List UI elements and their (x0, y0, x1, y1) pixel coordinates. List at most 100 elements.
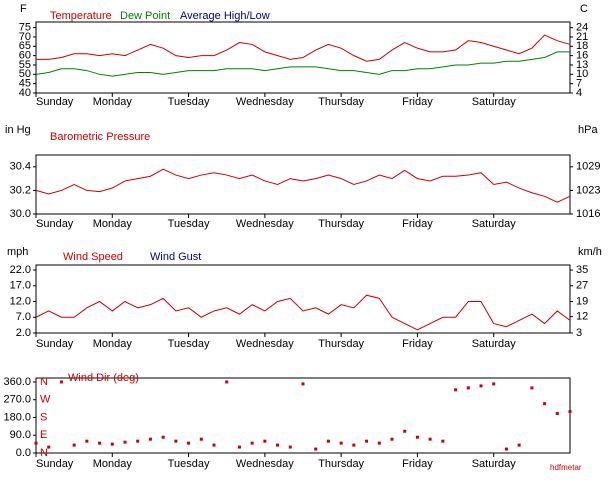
y-tick-label: 65 (19, 40, 31, 52)
plot-frame (35, 377, 571, 454)
x-tick-label: Saturday (472, 458, 517, 470)
data-point (504, 447, 508, 451)
data-point (187, 441, 191, 445)
y-tick-label: 0.0 (16, 447, 31, 459)
data-point (428, 437, 432, 441)
data-point (161, 435, 165, 439)
x-tick-label: Monday (93, 458, 133, 470)
y2-tick-label: 10 (576, 68, 588, 80)
legend-entry: Dew Point (120, 10, 170, 22)
data-point (136, 439, 140, 443)
x-tick-label: Tuesday (168, 338, 210, 350)
y-tick-label: 50 (19, 68, 31, 80)
data-point (403, 429, 407, 433)
data-point (85, 439, 89, 443)
y2-tick-label: 1016 (576, 208, 600, 220)
x-tick-label: Monday (93, 218, 133, 230)
plot-frame (35, 264, 571, 334)
data-point (110, 442, 114, 446)
data-point (415, 435, 419, 439)
y2-tick-label: 24 (576, 22, 588, 34)
data-point (454, 388, 458, 392)
legend-entry: Average High/Low (180, 10, 270, 22)
x-tick-label: Friday (402, 458, 433, 470)
data-point (34, 441, 38, 445)
data-point (148, 437, 152, 441)
x-tick-label: Monday (93, 338, 133, 350)
series-line (35, 168, 571, 203)
y-tick-label: 22.0 (10, 264, 31, 276)
plot-frame (35, 154, 571, 215)
legend-entry: Wind Speed (63, 251, 123, 263)
y2-tick-label: 16 (576, 50, 588, 62)
x-tick-label: Wednesday (236, 458, 294, 470)
x-tick-label: Sunday (36, 338, 74, 350)
data-point (517, 443, 521, 447)
y-axis-unit: mph (7, 246, 28, 258)
y-tick-label: 60 (19, 50, 31, 62)
y-tick-label: 30.0 (10, 208, 31, 220)
y2-tick-label: 13 (576, 59, 588, 71)
series-line (36, 34, 571, 62)
y-tick-label: 70 (19, 31, 31, 43)
compass-tick-label: W (40, 394, 51, 406)
data-point (326, 439, 330, 443)
y2-tick-label: 21 (576, 31, 588, 43)
data-point (568, 410, 572, 414)
x-tick-label: Thursday (318, 96, 364, 108)
chart-title: Wind Dir (deg) (68, 372, 139, 384)
data-point (174, 439, 178, 443)
plot-frame (35, 21, 571, 94)
y-tick-label: 2.0 (16, 327, 31, 339)
legend-entry: Temperature (50, 10, 112, 22)
data-point (543, 402, 547, 406)
x-tick-label: Tuesday (168, 458, 210, 470)
x-tick-label: Saturday (472, 338, 517, 350)
y-axis-unit: in Hg (5, 124, 31, 136)
y-tick-label: 75 (19, 22, 31, 34)
x-tick-label: Wednesday (236, 338, 294, 350)
x-tick-label: Friday (402, 338, 433, 350)
data-point (199, 437, 203, 441)
y2-tick-label: 4 (576, 87, 582, 99)
x-tick-label: Friday (402, 218, 433, 230)
y-tick-label: 45 (19, 78, 31, 90)
y2-tick-label: 3 (576, 327, 582, 339)
y2-axis-unit: C (580, 3, 588, 15)
x-tick-label: Saturday (472, 218, 517, 230)
x-tick-label: Sunday (36, 218, 74, 230)
data-point (352, 443, 356, 447)
x-tick-label: Saturday (472, 96, 517, 108)
data-point (530, 386, 534, 390)
chart-title: Barometric Pressure (50, 131, 150, 143)
y2-tick-label: 1023 (576, 184, 600, 196)
series-line (35, 294, 571, 331)
x-tick-label: Thursday (318, 218, 364, 230)
data-point (237, 445, 241, 449)
data-point (365, 439, 369, 443)
y2-tick-label: 7 (576, 78, 582, 90)
x-tick-label: Sunday (36, 458, 74, 470)
data-point (59, 380, 63, 384)
y2-tick-label: 18 (576, 40, 588, 52)
data-point (377, 441, 381, 445)
data-point (72, 443, 76, 447)
x-tick-label: Monday (93, 96, 133, 108)
y-tick-label: 360.0 (3, 376, 31, 388)
data-point (276, 443, 280, 447)
y-tick-label: 180.0 (3, 411, 31, 423)
y-tick-label: 90.0 (10, 429, 31, 441)
data-point (123, 440, 127, 444)
y-tick-label: 30.4 (10, 161, 31, 173)
y2-axis-unit: km/h (578, 246, 602, 258)
data-point (263, 439, 267, 443)
x-tick-label: Tuesday (168, 218, 210, 230)
y2-tick-label: 27 (576, 280, 588, 292)
series-line (35, 51, 570, 77)
y2-tick-label: 35 (576, 264, 588, 276)
compass-tick-label: N (40, 447, 48, 459)
y-tick-label: 40 (19, 87, 31, 99)
y2-axis-unit: hPa (578, 124, 598, 136)
